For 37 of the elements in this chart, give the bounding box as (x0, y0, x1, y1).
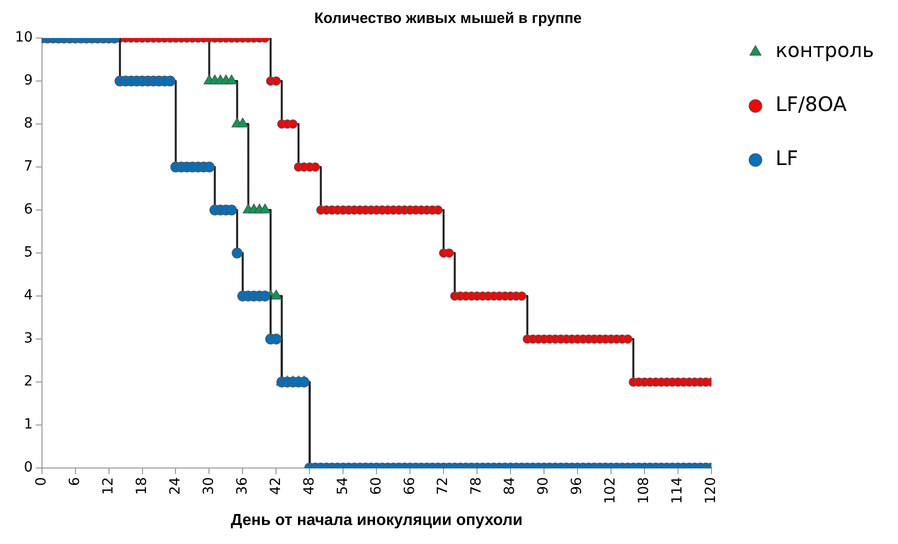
y-tick-label: 6 (24, 202, 33, 218)
y-tick-label: 7 (24, 158, 33, 175)
x-tick-label: 78 (468, 477, 485, 495)
x-tick-label: 6 (66, 477, 83, 486)
x-tick-label: 66 (402, 477, 418, 495)
x-axis-title: День от начала инокуляции опухоли (230, 512, 523, 529)
x-tick-label: 114 (670, 477, 686, 504)
y-tick-label: 2 (24, 374, 33, 390)
legend-label: LF (775, 146, 798, 170)
x-tick-label: 24 (167, 477, 184, 495)
x-tick-label: 108 (636, 477, 652, 504)
y-tick-label: 9 (24, 72, 33, 89)
y-tick-label: 5 (24, 244, 33, 261)
x-tick-label: 0 (33, 477, 50, 486)
x-tick-label: 42 (268, 477, 284, 495)
x-tick-label: 48 (301, 477, 318, 495)
x-tick-label: 12 (100, 477, 116, 495)
x-tick-label: 18 (134, 477, 150, 495)
y-tick-label: 10 (14, 30, 33, 46)
y-tick-label: 4 (24, 288, 33, 304)
x-tick-label: 72 (435, 477, 452, 495)
x-tick-label: 30 (200, 477, 217, 495)
y-tick-label: 8 (24, 116, 33, 132)
legend-label: LF/8OA (775, 92, 847, 116)
x-tick-label: 60 (368, 477, 384, 495)
chart-title: Количество живых мышей в группе (314, 10, 582, 28)
y-tick-label: 3 (24, 330, 33, 347)
x-tick-label: 84 (502, 477, 518, 495)
x-tick-label: 120 (703, 477, 720, 504)
x-tick-label: 96 (569, 477, 586, 495)
y-tick-label: 0 (24, 460, 33, 476)
x-tick-label: 102 (602, 477, 619, 504)
x-tick-label: 90 (536, 477, 552, 495)
x-tick-label: 54 (334, 477, 351, 495)
x-tick-label: 36 (234, 477, 250, 495)
legend-label: контроль (775, 38, 874, 62)
y-tick-label: 1 (24, 416, 33, 433)
